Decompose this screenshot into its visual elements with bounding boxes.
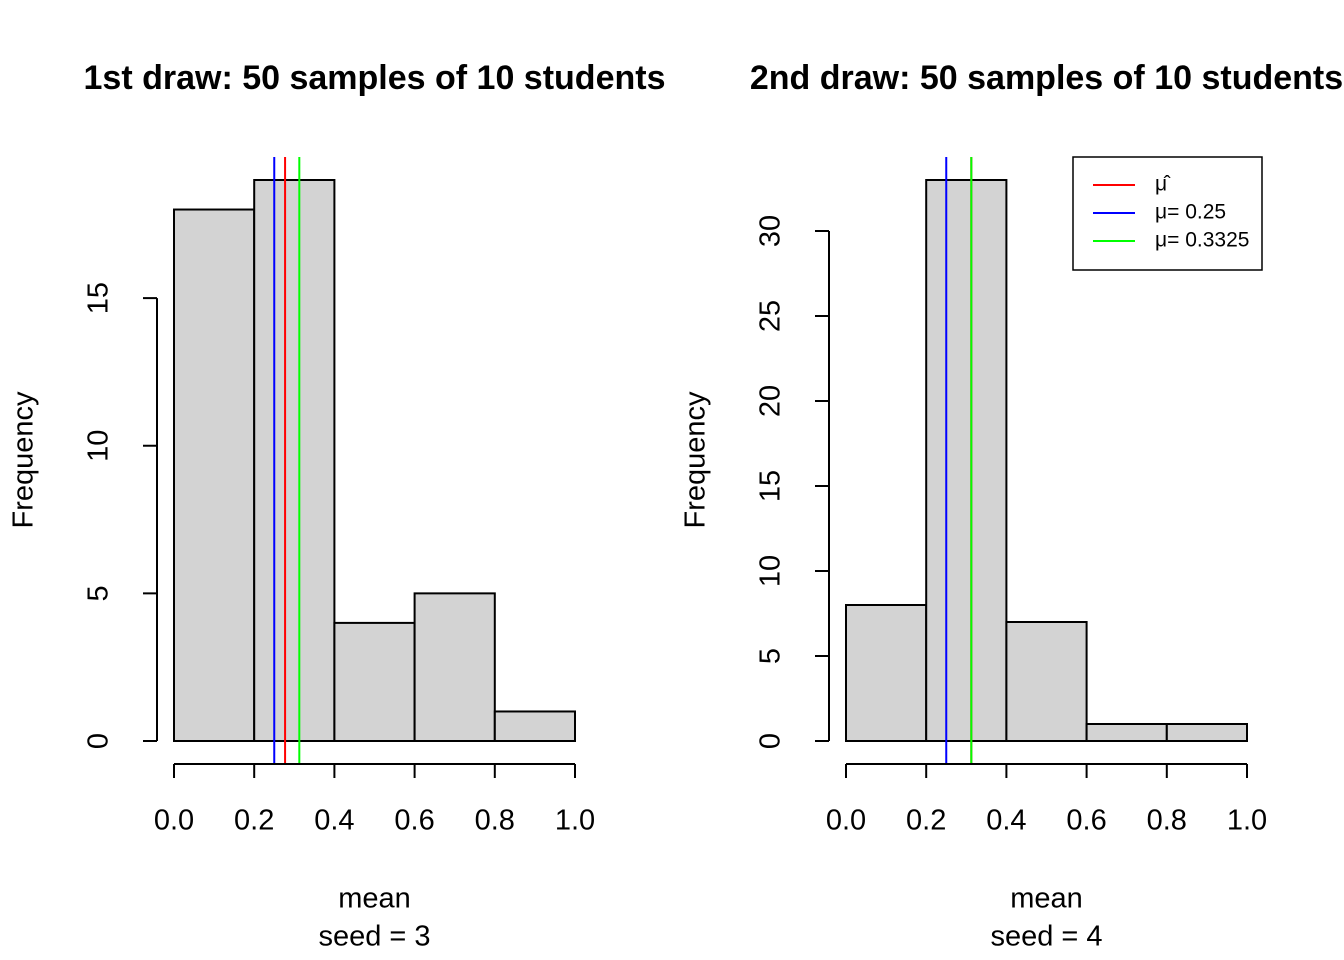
subtitle: seed = 3 bbox=[318, 921, 430, 953]
x-tick-label: 0.8 bbox=[475, 805, 515, 837]
x-axis-label: mean bbox=[338, 883, 411, 915]
x-axis-label: mean bbox=[1010, 883, 1083, 915]
y-tick-label: 25 bbox=[755, 300, 787, 332]
x-tick-label: 0.6 bbox=[1066, 805, 1106, 837]
y-tick-label: 0 bbox=[83, 733, 115, 749]
y-tick-label: 0 bbox=[755, 733, 787, 749]
bar bbox=[413, 592, 496, 742]
subtitle: seed = 4 bbox=[990, 921, 1102, 953]
bar bbox=[333, 621, 416, 742]
chart-title: 2nd draw: 50 samples of 10 students bbox=[750, 59, 1343, 97]
y-tick-label: 15 bbox=[83, 282, 115, 314]
y-tick-label: 5 bbox=[83, 585, 115, 601]
y-axis-label: Frequency bbox=[8, 391, 40, 529]
x-tick-label: 1.0 bbox=[1227, 805, 1267, 837]
y-tick-label: 30 bbox=[755, 215, 787, 247]
x-tick-label: 0.2 bbox=[234, 805, 274, 837]
y-axis-label: Frequency bbox=[680, 391, 712, 529]
y-tick-label: 20 bbox=[755, 385, 787, 417]
x-tick-label: 0.0 bbox=[826, 805, 866, 837]
x-tick-label: 0.4 bbox=[986, 805, 1026, 837]
x-tick-label: 1.0 bbox=[555, 805, 595, 837]
bar bbox=[173, 208, 256, 743]
bar bbox=[493, 710, 576, 743]
panel: 2nd draw: 50 samples of 10 students mean s… bbox=[680, 59, 1343, 953]
bar bbox=[1165, 723, 1249, 742]
legend-label: μ= 0.25 bbox=[1155, 201, 1226, 224]
y-tick-label: 10 bbox=[755, 555, 787, 587]
chart-title: 1st draw: 50 samples of 10 students bbox=[84, 59, 666, 97]
y-tick-label: 5 bbox=[755, 648, 787, 664]
panel: 1st draw: 50 samples of 10 students mean s… bbox=[8, 59, 666, 953]
x-tick-label: 0.8 bbox=[1147, 805, 1187, 837]
bar bbox=[845, 604, 928, 742]
x-tick-label: 0.2 bbox=[906, 805, 946, 837]
legend-label: μ̂ bbox=[1155, 173, 1171, 196]
legend-label: μ= 0.3325 bbox=[1155, 229, 1249, 252]
bar bbox=[1085, 723, 1168, 742]
x-tick-label: 0.4 bbox=[314, 805, 354, 837]
y-tick-label: 15 bbox=[755, 470, 787, 502]
bar bbox=[925, 179, 1008, 742]
bar bbox=[1005, 621, 1088, 742]
y-tick-label: 10 bbox=[83, 430, 115, 462]
x-tick-label: 0.6 bbox=[394, 805, 434, 837]
x-tick-label: 0.0 bbox=[154, 805, 194, 837]
bar bbox=[253, 179, 336, 742]
